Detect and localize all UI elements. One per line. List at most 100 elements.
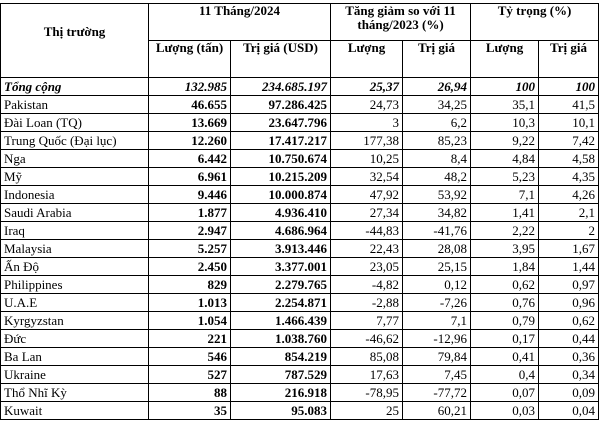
value-cell: 4.686.964 (229, 221, 332, 240)
value-cell: 0,07 (470, 383, 540, 402)
market-cell: Ấn Độ (0, 257, 149, 276)
value-cell: 9,22 (470, 131, 540, 150)
value-cell: -7,26 (402, 293, 472, 312)
value-cell: 2.279.765 (229, 275, 332, 294)
table-row: U.A.E 1.013 2.254.871 -2,88 -7,26 0,76 0,96 (0, 293, 599, 312)
sub-header: Lượng (330, 40, 404, 78)
value-cell: 2.947 (148, 221, 231, 240)
value-cell: 48,2 (402, 167, 472, 186)
value-cell: 787.529 (229, 365, 332, 384)
header-change: Tăng giảm so với 11 tháng/2023 (%) (330, 3, 472, 41)
market-cell: Thổ Nhĩ Kỳ (0, 383, 149, 402)
market-cell: Đài Loan (TQ) (0, 113, 149, 132)
value-cell: 7,1 (402, 311, 472, 330)
value-cell: 829 (148, 275, 231, 294)
value-cell: 3,95 (470, 239, 540, 258)
market-cell: Ba Lan (0, 347, 149, 366)
value-cell: 1,84 (470, 257, 540, 276)
value-cell: 0,03 (470, 401, 540, 420)
value-cell: 17.417.217 (229, 131, 332, 150)
header-period: 11 Tháng/2024 (147, 3, 332, 41)
value-cell: 22,43 (330, 239, 404, 258)
value-cell: 35 (148, 401, 231, 420)
value-cell: 6.961 (148, 167, 231, 186)
value-cell: 10,1 (538, 113, 599, 132)
value-cell: 2.450 (148, 257, 231, 276)
value-cell: 35,1 (470, 95, 540, 114)
value-cell: 100 (470, 77, 540, 96)
table-row: Đức 221 1.038.760 -46,62 -12,96 0,17 0,44 (0, 329, 599, 348)
value-cell: 4,35 (538, 167, 599, 186)
market-cell: Malaysia (0, 239, 149, 258)
sub-header: Lượng (470, 40, 540, 78)
value-cell: 0,12 (402, 275, 472, 294)
value-cell: 26,94 (402, 77, 472, 96)
market-cell: Tổng cộng (0, 77, 149, 96)
value-cell: 6.442 (148, 149, 231, 168)
value-cell: 34,82 (402, 203, 472, 222)
value-cell: 7,1 (470, 185, 540, 204)
value-cell: 132.985 (148, 77, 231, 96)
value-cell: 6,2 (402, 113, 472, 132)
value-cell: 53,92 (402, 185, 472, 204)
value-cell: 1,44 (538, 257, 599, 276)
value-cell: 0,34 (538, 365, 599, 384)
value-cell: 97.286.425 (229, 95, 332, 114)
value-cell: 2.254.871 (229, 293, 332, 312)
value-cell: -12,96 (402, 329, 472, 348)
value-cell: 10.750.674 (229, 149, 332, 168)
data-table: Thị trường 11 Tháng/2024 Tăng giảm so vớ… (0, 3, 599, 420)
value-cell: 95.083 (229, 401, 332, 420)
value-cell: 41,5 (538, 95, 599, 114)
sub-header: Trị giá (538, 40, 599, 78)
value-cell: 0,04 (538, 401, 599, 420)
value-cell: 216.918 (229, 383, 332, 402)
sub-header: Trị giá (402, 40, 472, 78)
value-cell: 27,34 (330, 203, 404, 222)
value-cell: 13.669 (148, 113, 231, 132)
value-cell: 23.647.796 (229, 113, 332, 132)
value-cell: 3.913.446 (229, 239, 332, 258)
market-cell: Nga (0, 149, 149, 168)
value-cell: -78,95 (330, 383, 404, 402)
value-cell: 177,38 (330, 131, 404, 150)
value-cell: 1,67 (538, 239, 599, 258)
market-cell: Pakistan (0, 95, 149, 114)
value-cell: 79,84 (402, 347, 472, 366)
value-cell: -41,76 (402, 221, 472, 240)
table-row: Ba Lan 546 854.219 85,08 79,84 0,41 0,36 (0, 347, 599, 366)
value-cell: -4,82 (330, 275, 404, 294)
value-cell: 28,08 (402, 239, 472, 258)
table-row: Malaysia 5.257 3.913.446 22,43 28,08 3,95 1,67 (0, 239, 599, 258)
value-cell: 12.260 (148, 131, 231, 150)
value-cell: 5.257 (148, 239, 231, 258)
value-cell: 3.377.001 (229, 257, 332, 276)
value-cell: 5,23 (470, 167, 540, 186)
value-cell: 2 (538, 221, 599, 240)
table-row: Mỹ 6.961 10.215.209 32,54 48,2 5,23 4,35 (0, 167, 599, 186)
value-cell: 0,79 (470, 311, 540, 330)
market-cell: Kuwait (0, 401, 149, 420)
value-cell: 25 (330, 401, 404, 420)
value-cell: 100 (538, 77, 599, 96)
table-row: Iraq 2.947 4.686.964 -44,83 -41,76 2,22 2 (0, 221, 599, 240)
value-cell: 10.215.209 (229, 167, 332, 186)
value-cell: 2,1 (538, 203, 599, 222)
value-cell: 10.000.874 (229, 185, 332, 204)
value-cell: 854.219 (229, 347, 332, 366)
value-cell: 24,73 (330, 95, 404, 114)
value-cell: 47,92 (330, 185, 404, 204)
value-cell: 0,4 (470, 365, 540, 384)
table-row: Thổ Nhĩ Kỳ 88 216.918 -78,95 -77,72 0,07 0,09 (0, 383, 599, 402)
market-cell: Iraq (0, 221, 149, 240)
table-row: Saudi Arabia 1.877 4.936.410 27,34 34,82 1,41… (0, 203, 599, 222)
value-cell: 32,54 (330, 167, 404, 186)
value-cell: 0,97 (538, 275, 599, 294)
value-cell: 9.446 (148, 185, 231, 204)
value-cell: 25,37 (330, 77, 404, 96)
sub-header: Trị giá (USD) (229, 40, 332, 78)
value-cell: 0,76 (470, 293, 540, 312)
value-cell: 4,84 (470, 149, 540, 168)
value-cell: -46,62 (330, 329, 404, 348)
value-cell: 85,23 (402, 131, 472, 150)
